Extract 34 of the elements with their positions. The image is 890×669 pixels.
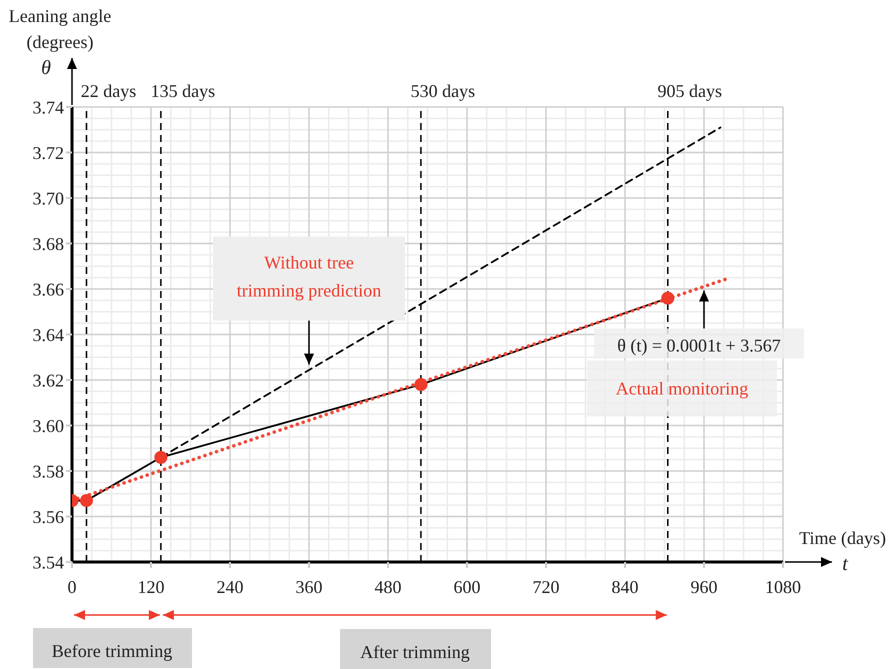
text: After trimming [360,642,470,662]
text: t [842,553,848,575]
y-tick-label: 3.58 [32,461,64,482]
y-tick-label: 3.74 [32,97,64,118]
y-tick-label: 3.56 [32,506,64,527]
ref-line-label: 905 days [658,81,722,101]
x-tick-label: 240 [216,576,244,597]
y-tick-label: 3.68 [32,234,64,254]
x-tick-label: 600 [454,576,480,597]
y-tick-label: 3.54 [32,552,64,572]
x-tick-label: 720 [532,576,560,597]
x-tick-label: 120 [138,576,164,597]
annotation: Actual monitoring [616,378,748,398]
y-tick-label: 3.72 [32,142,64,163]
ref-line-label: 135 days [150,81,216,101]
y-tick-label: 3.62 [32,370,64,390]
x-tick-label: 360 [296,576,322,597]
x-tick-label: 1080 [765,576,801,597]
text: Before trimming [52,641,172,661]
annotation: θ (t) = 0.0001t + 3.567 [617,335,781,356]
y-axis-title: Leaning angle (degrees) [8,6,112,52]
x-tick-label: 960 [690,576,718,597]
legend-label: 22 days [80,81,136,101]
annotation: Without tree trimming prediction [236,252,382,301]
x-tick-label: 840 [612,576,638,597]
y-tick-label: 3.70 [32,188,64,208]
x-tick-label: 480 [374,576,402,597]
x-tick-label: 0 [68,576,76,597]
ref-line-label: 530 days [410,81,476,101]
y-tick-label: 3.66 [32,279,64,300]
y-tick-label: 3.64 [32,324,64,345]
x-axis-title: Time (days) [799,528,886,548]
y-tick-label: 3.60 [32,416,64,436]
text: θ [41,57,52,79]
